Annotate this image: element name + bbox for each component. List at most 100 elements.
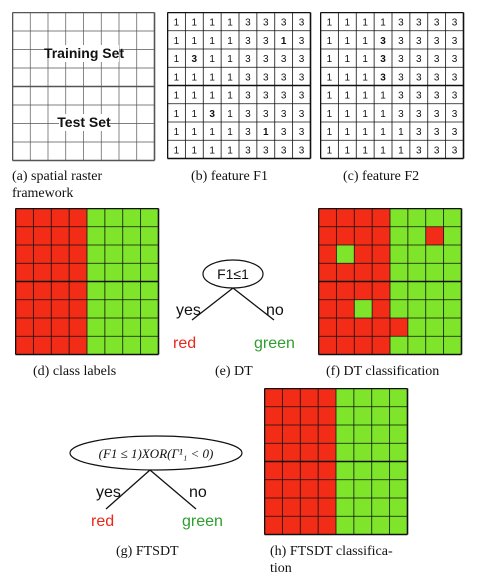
class-label-cell-green [122,245,141,264]
ftsdt-classification-grid [264,388,409,536]
f2-cell-value: 1 [345,36,351,47]
ftsdt-class-cell-green [371,516,390,535]
class-label-cell-green [140,318,159,337]
ftsdt-class-cell-green [336,516,354,535]
f1-cell-value: 1 [174,145,180,156]
f2-cell-value: 3 [434,18,440,29]
dt-class-cell-red [354,226,373,245]
ftsdt-class-cell-red [318,425,336,444]
f2-cell-value: 1 [327,36,333,47]
f1-cell-value: 1 [192,127,198,138]
class-label-cell-red [51,299,70,318]
f1-cell-value: 3 [299,18,305,29]
f2-cell-value: 3 [416,145,422,156]
dt-class-cell-green [425,336,444,355]
dt-class-cell-red [318,318,337,337]
dt-class-cell-green [407,245,426,264]
ftsdt-class-cell-green [336,479,354,498]
ftsdt-class-cell-green [371,406,390,425]
f2-cell-value: 1 [327,91,333,102]
f2-cell-value: 3 [398,18,404,29]
dt-class-cell-red [372,318,390,337]
dt-class-cell-red [372,263,390,282]
caption-a-line2: framework [12,186,74,201]
f1-cell-value: 1 [227,72,233,83]
f2-cell-value: 3 [416,18,422,29]
f1-cell-value: 3 [299,127,305,138]
f1-cell-value: 1 [192,72,198,83]
dt-class-cell-green [425,208,444,227]
f1-cell-value: 3 [281,145,287,156]
f1-cell-value: 3 [209,109,215,120]
f1-cell-value: 1 [227,36,233,47]
ftsdt-root-label: (F1 ≤ 1)XOR(Γ¹₁ < 0) [99,446,214,461]
f2-cell-value: 3 [434,72,440,83]
class-label-cell-red [69,336,87,355]
ftsdt-class-cell-green [336,406,354,425]
ftsdt-class-cell-green [389,443,408,462]
dt-class-cell-red [372,245,390,264]
ftsdt-class-cell-green [353,479,372,498]
ftsdt-left-leaf: red [91,513,114,530]
caption-e: (e) DT [215,364,253,379]
dt-class-cell-red [336,336,355,355]
f2-cell-value: 1 [362,72,368,83]
f1-cell-value: 1 [174,91,180,102]
f1-cell-value: 1 [174,54,180,65]
f2-cell-value: 3 [416,127,422,138]
f2-cell-value: 3 [452,91,458,102]
ftsdt-class-cell-red [264,443,283,462]
ftsdt-class-cell-red [318,516,336,535]
dt-no-label: no [266,302,284,319]
class-label-cell-green [140,226,159,245]
f2-cell-value: 1 [362,36,368,47]
f1-cell-value: 3 [263,145,269,156]
dt-class-cell-green [443,208,462,227]
f2-cell-value: 1 [362,91,368,102]
caption-a: (a) spatial raster [12,169,103,184]
ftsdt-class-cell-red [300,388,319,407]
class-label-cell-green [140,299,159,318]
caption-f: (f) DT classification [326,364,440,379]
ftsdt-class-cell-red [282,443,301,462]
dt-class-cell-red [372,281,390,300]
f1-cell-value: 3 [192,54,198,65]
f2-cell-value: 1 [380,91,386,102]
dt-class-cell-green [407,318,426,337]
class-label-cell-red [33,263,52,282]
class-label-cell-green [122,281,141,300]
dt-class-cell-green [390,263,408,282]
dt-class-cell-green [407,281,426,300]
f2-cell-value: 1 [345,91,351,102]
ftsdt-class-cell-green [389,516,408,535]
dt-class-cell-red [425,226,444,245]
ftsdt-class-cell-red [318,388,336,407]
ftsdt-class-cell-red [300,498,319,517]
dt-class-cell-green [425,318,444,337]
class-label-cell-red [33,281,52,300]
ftsdt-class-cell-red [318,461,336,480]
ftsdt-class-cell-red [300,425,319,444]
f2-cell-value: 1 [380,127,386,138]
f1-cell-value: 3 [281,72,287,83]
f2-cell-value: 3 [434,145,440,156]
dt-class-cell-green [425,299,444,318]
ftsdt-root-node [69,435,243,471]
dt-class-cell-red [318,281,337,300]
class-label-cell-red [15,245,34,264]
dt-class-cell-green [443,318,462,337]
class-label-cell-green [140,208,159,227]
f1-cell-value: 3 [263,54,269,65]
class-label-cell-red [33,208,52,227]
ftsdt-class-cell-green [371,498,390,517]
class-label-cell-red [33,318,52,337]
dt-class-cell-red [354,208,373,227]
dt-class-cell-green [443,299,462,318]
ftsdt-class-cell-red [300,406,319,425]
class-label-cell-red [15,281,34,300]
f1-cell-value: 3 [245,72,251,83]
f1-cell-value: 1 [263,127,269,138]
class-label-cell-green [87,299,105,318]
f2-cell-value: 3 [452,145,458,156]
class-label-cell-green [140,263,159,282]
